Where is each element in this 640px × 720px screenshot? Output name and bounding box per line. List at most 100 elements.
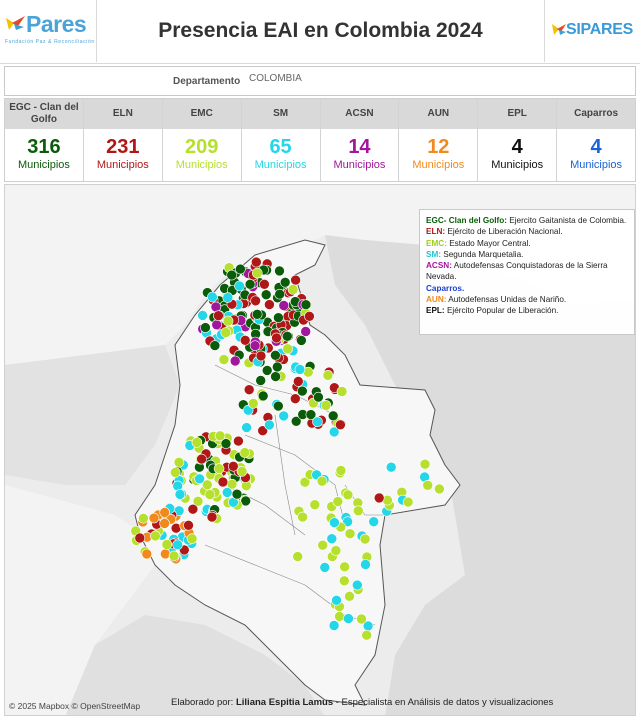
presence-marker[interactable]: [187, 503, 199, 515]
presence-marker[interactable]: [183, 519, 194, 531]
presence-marker[interactable]: [361, 629, 373, 641]
presence-marker[interactable]: [194, 473, 205, 485]
presence-marker[interactable]: [271, 332, 282, 344]
presence-marker[interactable]: [305, 409, 317, 420]
sipares-logo[interactable]: SIPARES: [544, 0, 640, 62]
presence-marker[interactable]: [274, 288, 286, 300]
presence-marker[interactable]: [168, 550, 180, 562]
kpi-card-emc[interactable]: EMC 209 Municipios: [162, 99, 242, 181]
presence-marker[interactable]: [272, 400, 284, 412]
presence-marker[interactable]: [217, 476, 229, 488]
presence-marker[interactable]: [257, 390, 269, 402]
presence-marker[interactable]: [191, 437, 203, 448]
presence-marker[interactable]: [240, 495, 251, 507]
presence-marker[interactable]: [344, 590, 355, 602]
presence-marker[interactable]: [312, 416, 323, 428]
presence-marker[interactable]: [214, 430, 226, 442]
presence-marker[interactable]: [213, 463, 225, 474]
presence-marker[interactable]: [228, 460, 239, 472]
presence-marker[interactable]: [281, 331, 293, 342]
presence-marker[interactable]: [328, 426, 340, 438]
presence-marker[interactable]: [422, 479, 434, 491]
presence-marker[interactable]: [278, 300, 290, 311]
presence-marker[interactable]: [218, 354, 230, 365]
presence-marker[interactable]: [274, 265, 285, 277]
presence-marker[interactable]: [402, 496, 414, 508]
presence-marker[interactable]: [351, 579, 363, 591]
presence-marker[interactable]: [160, 548, 171, 560]
presence-marker[interactable]: [257, 425, 269, 436]
kpi-card-egc[interactable]: EGC - Clan del Golfo 316 Municipios: [5, 99, 84, 181]
presence-marker[interactable]: [330, 545, 342, 556]
presence-marker[interactable]: [271, 361, 283, 373]
presence-marker[interactable]: [222, 292, 234, 303]
presence-marker[interactable]: [226, 269, 237, 281]
presence-marker[interactable]: [335, 419, 346, 431]
presence-marker[interactable]: [222, 315, 234, 327]
presence-marker[interactable]: [255, 350, 267, 362]
presence-marker[interactable]: [255, 375, 266, 386]
presence-marker[interactable]: [360, 559, 371, 570]
presence-marker[interactable]: [289, 393, 301, 404]
presence-marker[interactable]: [235, 263, 246, 275]
presence-marker[interactable]: [319, 562, 331, 573]
presence-marker[interactable]: [316, 475, 328, 487]
presence-marker[interactable]: [196, 453, 207, 465]
presence-marker[interactable]: [229, 355, 241, 367]
presence-marker[interactable]: [287, 284, 299, 295]
presence-marker[interactable]: [141, 548, 153, 560]
presence-marker[interactable]: [299, 476, 311, 488]
presence-marker[interactable]: [332, 496, 344, 507]
presence-marker[interactable]: [329, 517, 340, 528]
presence-marker[interactable]: [172, 539, 183, 551]
presence-marker[interactable]: [335, 465, 347, 476]
presence-marker[interactable]: [159, 518, 170, 529]
presence-marker[interactable]: [174, 489, 186, 500]
presence-marker[interactable]: [248, 398, 259, 409]
presence-marker[interactable]: [234, 280, 245, 292]
presence-marker[interactable]: [336, 386, 348, 397]
presence-marker[interactable]: [148, 512, 160, 524]
presence-marker[interactable]: [211, 319, 222, 331]
presence-marker[interactable]: [278, 410, 290, 422]
presence-marker[interactable]: [244, 279, 256, 290]
presence-marker[interactable]: [338, 575, 350, 587]
presence-marker[interactable]: [419, 458, 431, 470]
presence-marker[interactable]: [313, 391, 324, 403]
presence-marker[interactable]: [326, 533, 338, 545]
presence-marker[interactable]: [368, 516, 380, 528]
presence-marker[interactable]: [170, 467, 181, 478]
presence-marker[interactable]: [173, 456, 185, 468]
presence-marker[interactable]: [292, 551, 304, 562]
presence-marker[interactable]: [344, 528, 356, 540]
presence-marker[interactable]: [339, 561, 350, 573]
department-filter[interactable]: Departamento COLOMBIA: [4, 66, 636, 96]
presence-marker[interactable]: [220, 327, 232, 338]
presence-marker[interactable]: [294, 364, 306, 375]
presence-marker[interactable]: [297, 511, 308, 523]
presence-marker[interactable]: [159, 507, 170, 518]
presence-marker[interactable]: [385, 461, 397, 473]
presence-marker[interactable]: [161, 539, 173, 550]
presence-marker[interactable]: [250, 295, 261, 307]
presence-marker[interactable]: [221, 487, 233, 498]
presence-marker[interactable]: [343, 613, 354, 624]
presence-marker[interactable]: [273, 312, 284, 323]
presence-marker[interactable]: [328, 620, 340, 631]
presence-marker[interactable]: [261, 365, 273, 376]
presence-marker[interactable]: [434, 483, 445, 495]
presence-marker[interactable]: [322, 370, 334, 381]
presence-marker[interactable]: [220, 438, 232, 449]
presence-marker[interactable]: [209, 340, 221, 351]
presence-marker[interactable]: [260, 289, 272, 300]
presence-marker[interactable]: [264, 419, 275, 431]
presence-marker[interactable]: [327, 410, 339, 422]
map-canvas[interactable]: EGC- Clan del Golfo: Ejercito Gaitanista…: [4, 184, 636, 716]
kpi-card-caparros[interactable]: Caparros 4 Municipios: [557, 99, 635, 181]
department-filter-value[interactable]: COLOMBIA: [249, 73, 302, 84]
presence-marker[interactable]: [150, 530, 161, 542]
presence-marker[interactable]: [202, 479, 213, 491]
presence-marker[interactable]: [300, 299, 312, 310]
presence-marker[interactable]: [231, 488, 243, 500]
presence-marker[interactable]: [259, 279, 270, 290]
